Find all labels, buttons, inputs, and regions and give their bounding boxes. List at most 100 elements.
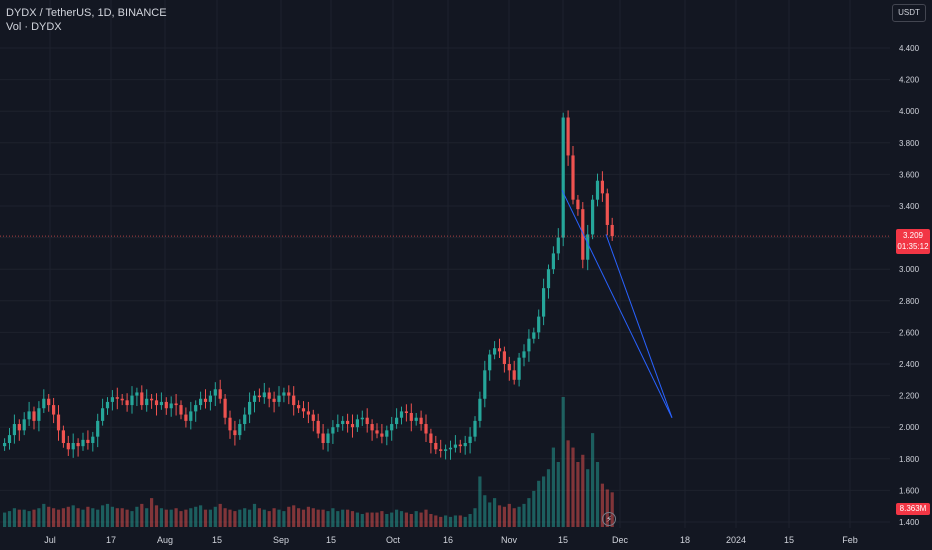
volume-bar — [527, 498, 531, 527]
volume-bar — [458, 515, 462, 527]
volume-bar — [47, 506, 51, 527]
candle-body — [404, 411, 408, 413]
candle-body — [385, 430, 389, 437]
volume-bar — [532, 490, 536, 527]
candle-body — [184, 414, 188, 421]
candle-body — [375, 430, 379, 434]
candle-body — [248, 401, 252, 415]
volume-bar — [326, 511, 330, 527]
candle-body — [3, 443, 7, 447]
candle-body — [542, 288, 546, 317]
volume-bar — [463, 516, 467, 527]
volume-bar — [297, 508, 301, 527]
y-tick-label: 2.200 — [899, 392, 920, 401]
volume-bar — [448, 516, 453, 527]
candle-body — [488, 354, 492, 371]
volume-bar — [86, 506, 90, 527]
lightning-icon[interactable]: ⚡ — [602, 512, 616, 526]
volume-bar — [282, 511, 286, 527]
candle-body — [154, 400, 159, 406]
candle-body — [414, 417, 418, 421]
volume-bar — [292, 505, 296, 527]
candle-body — [37, 408, 41, 421]
volume-bar — [145, 508, 149, 527]
symbol-title[interactable]: DYDX / TetherUS, 1D, BINANCE — [6, 7, 167, 19]
volume-bar — [493, 498, 497, 527]
volume-bar — [473, 508, 477, 527]
volume-bar — [444, 515, 448, 527]
candle-body — [27, 411, 31, 420]
volume-bar — [257, 508, 261, 527]
candle-body — [194, 405, 198, 412]
candle-body — [571, 155, 575, 200]
candle-body — [223, 398, 227, 418]
volume-indicator-label[interactable]: Vol · DYDX — [6, 21, 62, 33]
candle-body — [86, 439, 90, 443]
candle-body — [463, 443, 467, 447]
candle-body — [110, 397, 114, 402]
candle-body — [213, 389, 217, 396]
volume-bar — [174, 508, 178, 527]
volume-bar — [184, 509, 188, 527]
x-tick-label: Nov — [501, 535, 518, 545]
candle-body — [159, 401, 163, 406]
candle-body — [502, 351, 506, 364]
candle-body — [434, 443, 438, 450]
volume-bar — [439, 516, 443, 527]
candle-body — [272, 398, 276, 402]
volume-bar — [497, 505, 502, 527]
candle-body — [439, 449, 443, 451]
volume-bar — [96, 509, 100, 527]
candle-body — [238, 424, 242, 436]
candle-body — [311, 414, 315, 421]
x-tick-label: Feb — [842, 535, 858, 545]
x-tick-label: 18 — [680, 535, 690, 545]
volume-bar — [375, 512, 379, 527]
volume-bar — [341, 509, 345, 527]
candle-body — [360, 417, 364, 420]
volume-bar — [336, 511, 340, 527]
volume-bar — [586, 469, 590, 527]
candle-body — [7, 435, 12, 443]
x-tick-label: 2024 — [726, 535, 746, 545]
y-tick-label: 4.000 — [899, 107, 920, 116]
volume-bar — [331, 508, 335, 527]
candle-body — [409, 412, 413, 421]
trendline — [561, 189, 673, 418]
y-tick-label: 1.400 — [899, 518, 920, 527]
volume-bar — [208, 509, 212, 527]
volume-bar — [61, 508, 65, 527]
candle-body — [341, 420, 345, 425]
volume-bar — [267, 511, 271, 527]
candle-body — [174, 403, 178, 406]
candle-body — [497, 348, 502, 352]
volume-bar — [468, 514, 472, 527]
candle-body — [47, 398, 51, 406]
candle-body — [91, 436, 95, 443]
candle-body — [115, 397, 119, 399]
volume-bar — [125, 509, 129, 527]
candle-body — [297, 405, 301, 409]
volume-bar — [321, 509, 325, 527]
x-tick-label: Oct — [386, 535, 401, 545]
y-tick-label: 3.400 — [899, 202, 920, 211]
volume-bar — [159, 508, 163, 527]
candle-body — [483, 370, 487, 399]
y-tick-label: 4.200 — [899, 76, 920, 85]
volume-bar — [277, 509, 281, 527]
candle-body — [429, 433, 433, 443]
candle-body — [586, 234, 590, 260]
currency-button[interactable]: USDT — [892, 4, 926, 22]
candle-body — [468, 436, 472, 443]
candle-body — [257, 395, 261, 398]
y-tick-label: 2.000 — [899, 423, 920, 432]
volume-bar — [591, 433, 595, 527]
volume-bar — [404, 512, 408, 527]
volume-bar — [248, 509, 252, 527]
candle-body — [595, 180, 600, 200]
candle-body — [581, 209, 585, 260]
candle-body — [326, 433, 330, 443]
volume-bar — [27, 511, 31, 527]
x-tick-label: Jul — [44, 535, 56, 545]
